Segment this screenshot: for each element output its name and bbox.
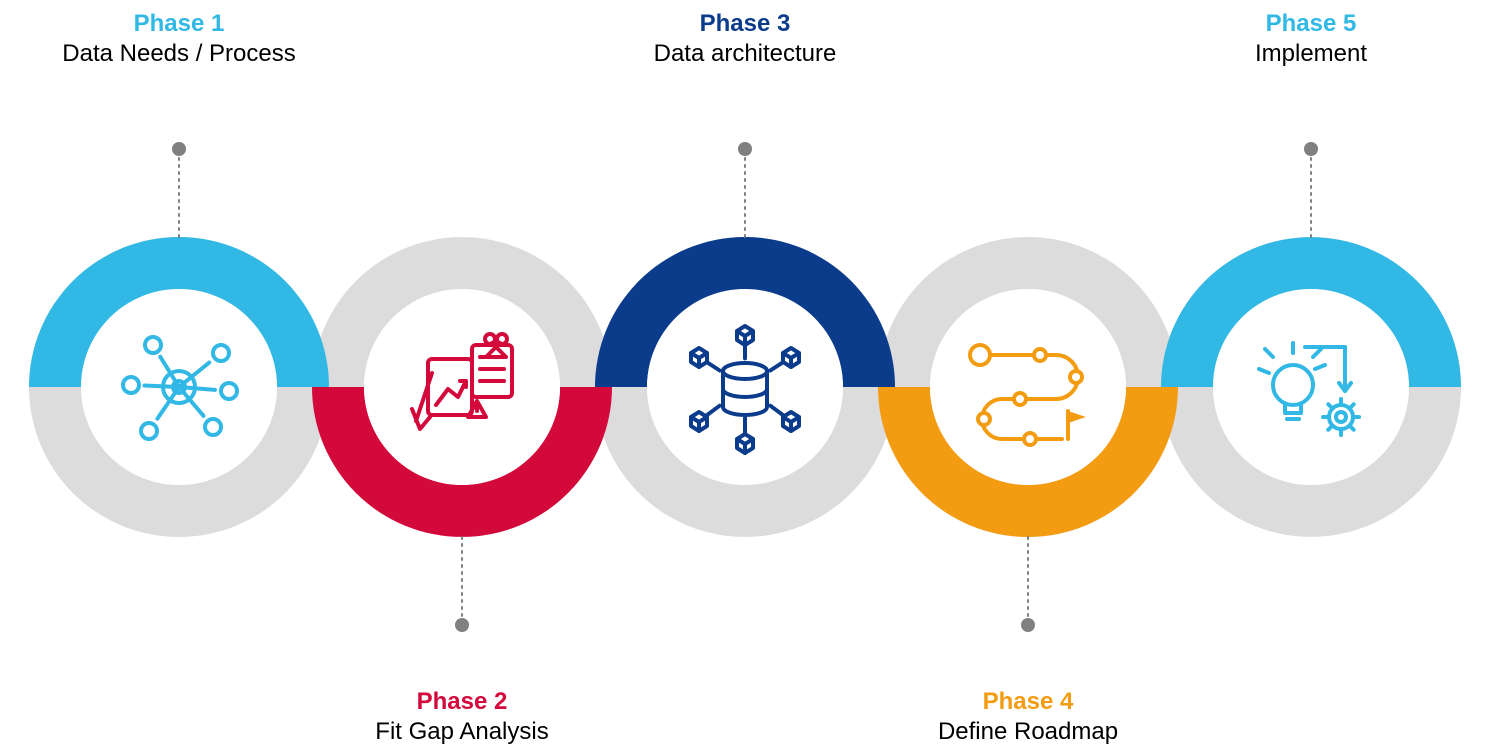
- phase-1-title: Phase 1: [62, 12, 295, 36]
- phase-2-title: Phase 2: [375, 690, 548, 714]
- phase-2-subtitle: Fit Gap Analysis: [375, 720, 548, 744]
- phase-1-subtitle: Data Needs / Process: [62, 42, 295, 66]
- phase-diagram: Phase 1 Data Needs / Process Phase 3 Dat…: [0, 0, 1489, 749]
- phase-3-title: Phase 3: [654, 12, 837, 36]
- phase-4-label: Phase 4 Define Roadmap: [938, 690, 1118, 744]
- phase-2-label: Phase 2 Fit Gap Analysis: [375, 690, 548, 744]
- phase-5-label: Phase 5 Implement: [1255, 12, 1367, 66]
- phase-4-subtitle: Define Roadmap: [938, 720, 1118, 744]
- phase-3-label: Phase 3 Data architecture: [654, 12, 837, 66]
- phase-1-label: Phase 1 Data Needs / Process: [62, 12, 295, 66]
- phase-3-subtitle: Data architecture: [654, 42, 837, 66]
- phase-5-subtitle: Implement: [1255, 42, 1367, 66]
- rings-svg: [0, 0, 1489, 749]
- phase-5-title: Phase 5: [1255, 12, 1367, 36]
- phase-4-title: Phase 4: [938, 690, 1118, 714]
